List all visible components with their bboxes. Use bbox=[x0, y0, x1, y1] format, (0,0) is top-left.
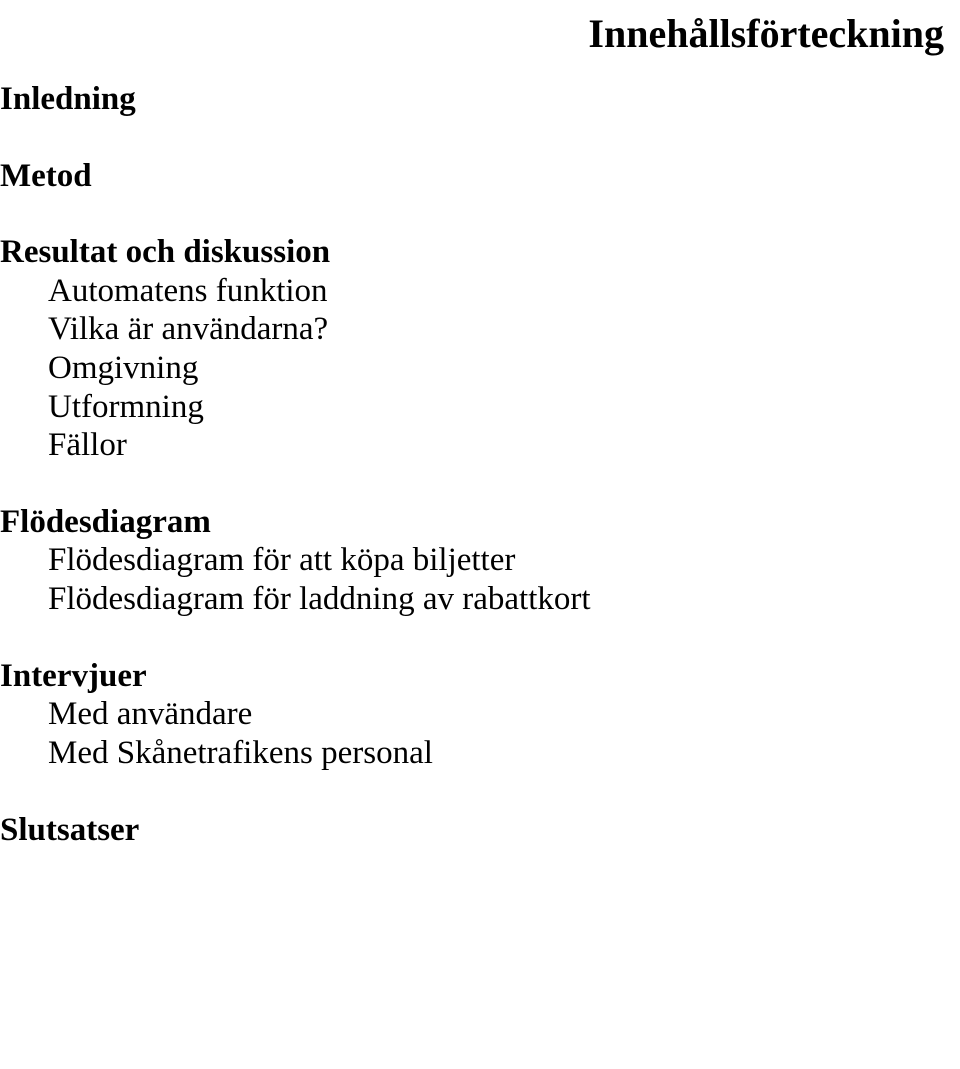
section-metod: Metod bbox=[0, 157, 591, 196]
section-inledning: Inledning bbox=[0, 80, 591, 119]
section-slutsatser: Slutsatser bbox=[0, 811, 591, 850]
list-item: Flödesdiagram för laddning av rabattkort bbox=[0, 580, 591, 619]
heading-slutsatser: Slutsatser bbox=[0, 811, 591, 850]
section-resultat: Resultat och diskussion Automatens funkt… bbox=[0, 233, 591, 465]
heading-flodesdiagram: Flödesdiagram bbox=[0, 503, 591, 542]
section-flodesdiagram: Flödesdiagram Flödesdiagram för att köpa… bbox=[0, 503, 591, 619]
list-item: Fällor bbox=[0, 426, 591, 465]
list-item: Flödesdiagram för att köpa biljetter bbox=[0, 541, 591, 580]
heading-intervjuer: Intervjuer bbox=[0, 657, 591, 696]
toc-page: Innehållsförteckning Inledning Metod Res… bbox=[0, 0, 960, 1069]
list-item: Med Skånetrafikens personal bbox=[0, 734, 591, 773]
heading-metod: Metod bbox=[0, 157, 591, 196]
list-item: Omgivning bbox=[0, 349, 591, 388]
heading-inledning: Inledning bbox=[0, 80, 591, 119]
list-item: Utformning bbox=[0, 388, 591, 427]
list-item: Med användare bbox=[0, 695, 591, 734]
toc-title: Innehållsförteckning bbox=[588, 10, 944, 57]
heading-resultat: Resultat och diskussion bbox=[0, 233, 591, 272]
toc-content: Inledning Metod Resultat och diskussion … bbox=[0, 80, 591, 887]
list-item: Vilka är användarna? bbox=[0, 310, 591, 349]
section-intervjuer: Intervjuer Med användare Med Skånetrafik… bbox=[0, 657, 591, 773]
list-item: Automatens funktion bbox=[0, 272, 591, 311]
